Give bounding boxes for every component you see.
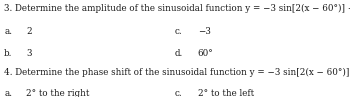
Text: c.: c.: [175, 89, 183, 97]
Text: b.: b.: [4, 48, 13, 58]
Text: −3: −3: [198, 27, 211, 36]
Text: 4. Determine the phase shift of the sinusoidal function y = −3 sin[2(x − 60°)] +: 4. Determine the phase shift of the sinu…: [4, 68, 350, 77]
Text: c.: c.: [175, 27, 183, 36]
Text: 3. Determine the amplitude of the sinusoidal function y = −3 sin[2(x − 60°)] + 1: 3. Determine the amplitude of the sinuso…: [4, 4, 350, 13]
Text: a.: a.: [4, 89, 12, 97]
Text: d.: d.: [175, 48, 183, 58]
Text: 3: 3: [26, 48, 32, 58]
Text: 2° to the left: 2° to the left: [198, 89, 254, 97]
Text: 60°: 60°: [198, 48, 214, 58]
Text: 2: 2: [26, 27, 32, 36]
Text: 2° to the right: 2° to the right: [26, 89, 90, 97]
Text: a.: a.: [4, 27, 12, 36]
